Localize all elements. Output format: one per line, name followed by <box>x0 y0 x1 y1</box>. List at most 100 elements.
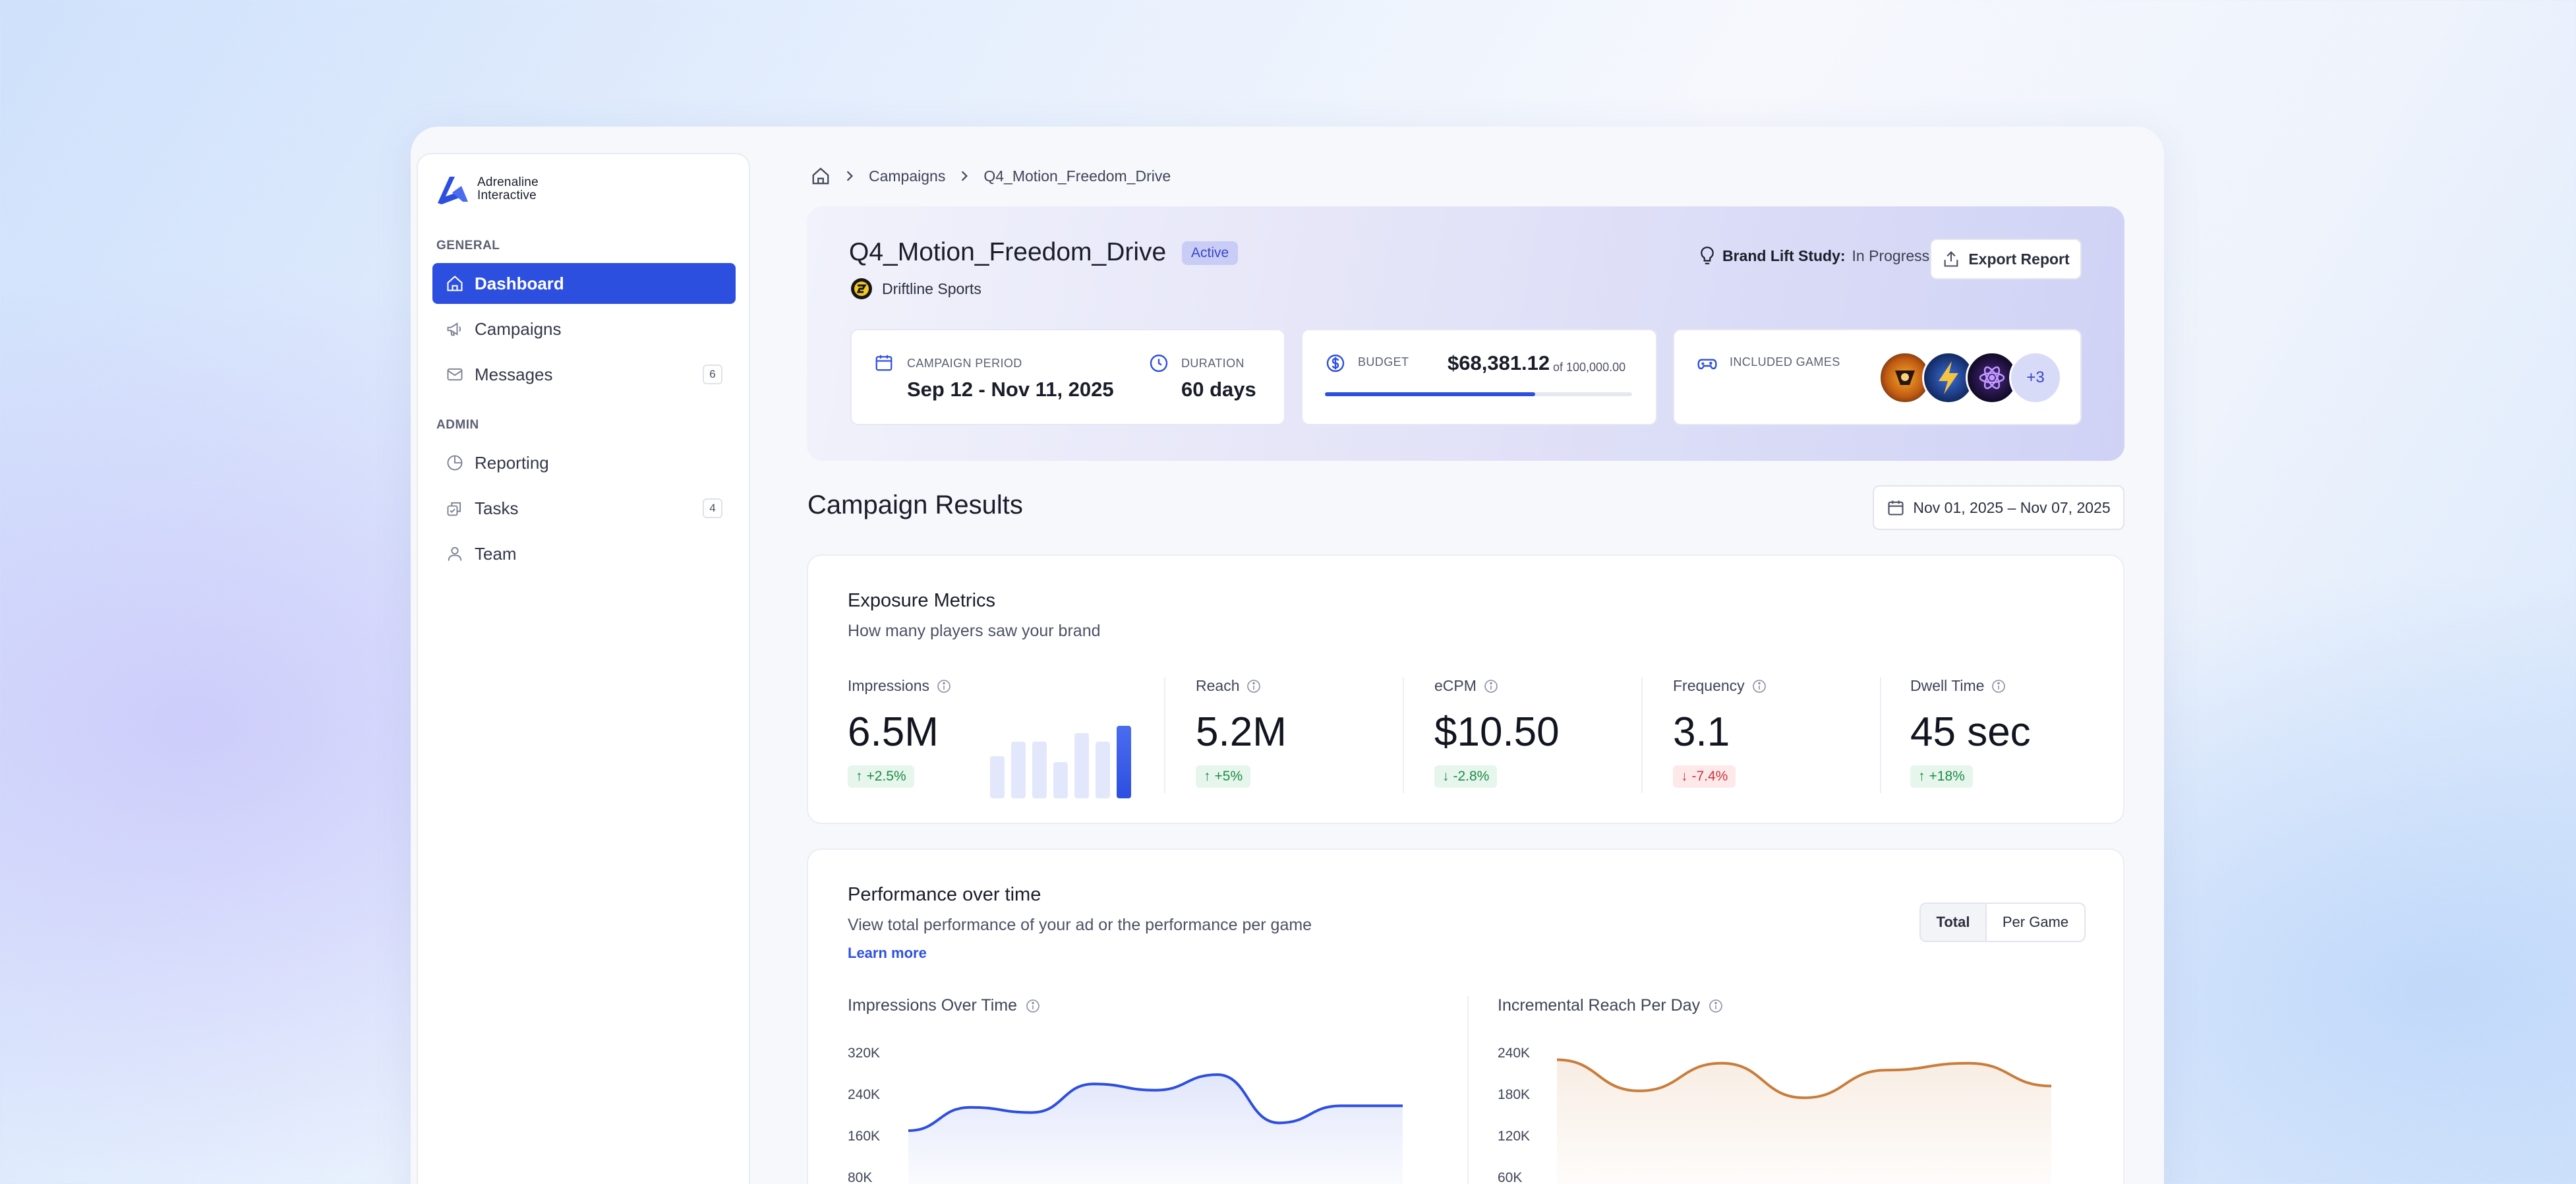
budget-total: of 100,000.00 <box>1553 361 1626 374</box>
metric-label: Dwell Time <box>1910 677 1985 694</box>
metric-label: Impressions <box>848 677 929 694</box>
impressions-chart-title: Impressions Over Time <box>848 996 1041 1015</box>
sidebar-item-dashboard[interactable]: Dashboard <box>432 263 736 304</box>
performance-panel: Performance over time View total perform… <box>807 848 2124 1184</box>
duration-value: 60 days <box>1181 378 1256 401</box>
exposure-metrics-panel: Exposure Metrics How many players saw yo… <box>807 554 2124 824</box>
breadcrumb: Campaigns Q4_Motion_Freedom_Drive <box>811 166 1171 186</box>
metric-value: $10.50 <box>1434 709 1560 755</box>
home-icon[interactable] <box>811 166 831 186</box>
sidebar-item-messages[interactable]: Messages 6 <box>432 354 736 395</box>
metric-frequency: Frequency 3.1 ↓ -7.4% <box>1673 677 1767 788</box>
calendar-icon <box>1888 500 1904 516</box>
y-tick-label: 240K <box>1498 1048 1530 1061</box>
y-tick-label: 60K <box>1498 1170 1522 1184</box>
spark-bar <box>990 756 1005 798</box>
series-line <box>1556 1058 2052 1100</box>
info-icon[interactable] <box>1483 678 1499 694</box>
sidebar-item-label: Dashboard <box>475 273 564 293</box>
campaign-period-value: Sep 12 - Nov 11, 2025 <box>907 378 1114 401</box>
info-icon[interactable] <box>1751 678 1767 694</box>
tasks-count-badge: 4 <box>703 498 722 518</box>
budget-card: BUDGET $68,381.12 of 100,000.00 <box>1301 329 1657 425</box>
metric-divider <box>1880 677 1881 793</box>
reach-chart-title: Incremental Reach Per Day <box>1498 996 1724 1015</box>
spark-bar <box>1032 742 1047 798</box>
y-tick-label: 80K <box>848 1170 872 1184</box>
chevron-right-icon <box>962 171 968 181</box>
spark-bar <box>1074 733 1089 798</box>
chart-svg: 240K 180K 120K 60K <box>1498 1046 2052 1184</box>
toggle-per-game[interactable]: Per Game <box>2002 914 2069 930</box>
pie-chart-icon <box>447 455 463 471</box>
info-icon[interactable] <box>1025 998 1041 1014</box>
metric-label: eCPM <box>1434 677 1477 694</box>
performance-subtitle: View total performance of your ad or the… <box>848 916 1312 934</box>
megaphone-icon <box>447 322 461 336</box>
duration-label: DURATION <box>1181 357 1244 370</box>
sidebar-item-label: Messages <box>475 364 553 384</box>
info-icon[interactable] <box>1991 678 2006 694</box>
sidebar-item-reporting[interactable]: Reporting <box>432 442 736 483</box>
metric-divider <box>1164 677 1165 793</box>
arrow-up-icon: ↑ <box>1204 769 1211 784</box>
y-tick-label: 240K <box>848 1087 880 1102</box>
impressions-sparkline <box>990 726 1131 798</box>
sidebar-item-campaigns[interactable]: Campaigns <box>432 309 736 349</box>
metric-delta-value: -7.4% <box>1691 769 1728 784</box>
metric-divider <box>1641 677 1643 793</box>
toggle-total[interactable]: Total <box>1921 904 1987 941</box>
advertiser-logo-icon <box>851 278 872 299</box>
y-tick-label: 180K <box>1498 1087 1530 1102</box>
mail-icon <box>447 368 463 381</box>
metric-delta: ↑ +5% <box>1196 765 1251 788</box>
info-icon[interactable] <box>1246 678 1262 694</box>
campaign-period-card: CAMPAIGN PERIOD Sep 12 - Nov 11, 2025 DU… <box>850 329 1285 425</box>
info-icon[interactable] <box>1708 998 1724 1014</box>
game-thumbnail[interactable] <box>1922 351 1975 404</box>
exposure-metrics-title: Exposure Metrics <box>848 590 996 611</box>
learn-more-link[interactable]: Learn more <box>848 945 927 961</box>
export-report-label: Export Report <box>1968 250 2070 268</box>
date-range-value: Nov 01, 2025 – Nov 07, 2025 <box>1913 498 2111 516</box>
section-label-general: GENERAL <box>436 239 500 252</box>
sidebar-item-label: Campaigns <box>475 318 562 339</box>
metric-label: Reach <box>1196 677 1240 694</box>
arrow-down-icon: ↓ <box>1442 769 1449 784</box>
more-games-badge[interactable]: +3 <box>2009 351 2062 404</box>
sidebar-item-label: Reporting <box>475 452 549 473</box>
breadcrumb-campaigns-link[interactable]: Campaigns <box>869 167 946 185</box>
tasks-icon <box>447 502 461 516</box>
spark-bar <box>1117 726 1131 798</box>
sidebar-item-team[interactable]: Team <box>432 533 736 574</box>
brand-logo[interactable]: Adrenaline Interactive <box>435 173 539 206</box>
sidebar-item-tasks[interactable]: Tasks 4 <box>432 488 736 529</box>
metric-label: Frequency <box>1673 677 1745 694</box>
metric-value: 5.2M <box>1196 709 1287 755</box>
y-tick-label: 320K <box>848 1048 880 1061</box>
atom-icon <box>1979 366 2005 390</box>
info-icon[interactable] <box>936 678 952 694</box>
brand-name-line2: Interactive <box>477 189 537 202</box>
brand-name: Adrenaline Interactive <box>477 176 539 202</box>
arrow-up-icon: ↑ <box>856 769 863 784</box>
chart-svg: 320K 240K 160K 80K <box>848 1046 1403 1184</box>
budget-progress-fill <box>1325 392 1535 396</box>
brand-lift-status: Brand Lift Study: In Progress <box>1699 246 1929 266</box>
metric-reach: Reach 5.2M ↑ +5% <box>1196 677 1287 788</box>
export-report-button[interactable]: Export Report <box>1930 239 2082 280</box>
brand-lift-value: In Progress <box>1852 247 1930 264</box>
budget-spent: $68,381.12 <box>1448 351 1550 374</box>
adrenaline-logo-icon <box>438 177 468 204</box>
metric-dwell-time: Dwell Time 45 sec ↑ +18% <box>1910 677 2031 788</box>
section-label-admin: ADMIN <box>436 418 479 432</box>
metric-value: 3.1 <box>1673 709 1730 755</box>
spark-bar <box>1096 742 1110 798</box>
metric-delta: ↑ +18% <box>1910 765 1973 788</box>
chart-title-text: Incremental Reach Per Day <box>1498 996 1701 1015</box>
campaign-results-title: Campaign Results <box>807 490 1023 519</box>
status-badge: Active <box>1182 241 1239 265</box>
date-range-picker[interactable]: Nov 01, 2025 – Nov 07, 2025 <box>1873 485 2124 530</box>
spark-bar <box>1053 762 1068 798</box>
messages-count-badge: 6 <box>703 365 722 384</box>
